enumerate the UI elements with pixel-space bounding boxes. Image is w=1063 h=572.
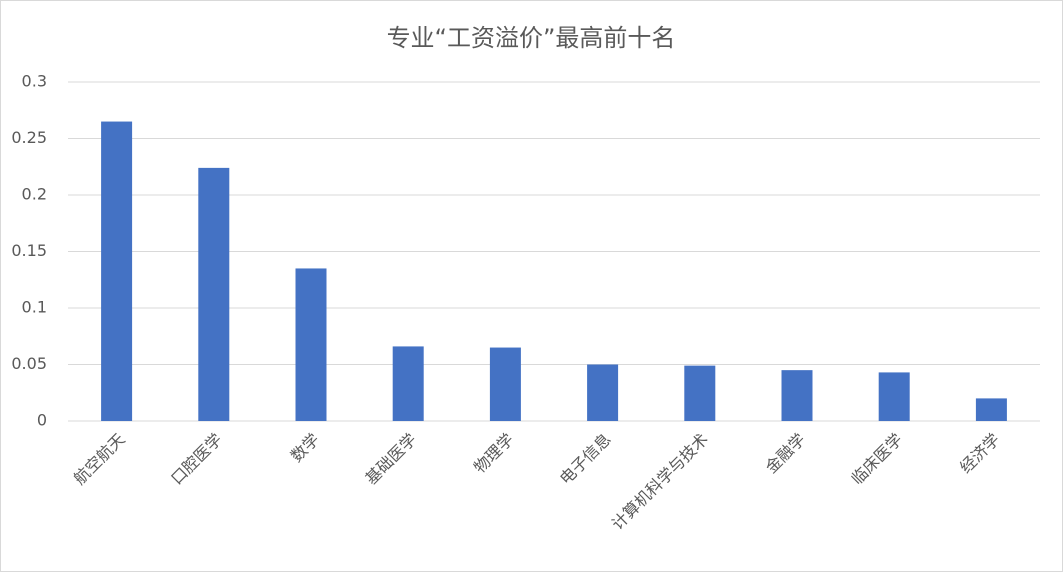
bar bbox=[392, 346, 424, 421]
bar bbox=[878, 372, 910, 421]
bar bbox=[295, 268, 327, 421]
bar bbox=[684, 365, 716, 421]
y-tick-label: 0.15 bbox=[11, 241, 47, 260]
bar bbox=[975, 398, 1007, 421]
y-tick-label: 0.1 bbox=[22, 298, 47, 317]
bar bbox=[489, 347, 521, 421]
bar bbox=[198, 167, 230, 421]
y-tick-label: 0.25 bbox=[11, 128, 47, 147]
y-tick-label: 0 bbox=[37, 411, 47, 430]
chart-title: 专业“工资溢价”最高前十名 bbox=[387, 24, 676, 52]
bar bbox=[587, 364, 619, 421]
y-tick-label: 0.2 bbox=[22, 185, 47, 204]
y-tick-label: 0.05 bbox=[11, 354, 47, 373]
bar bbox=[781, 370, 813, 421]
bar bbox=[101, 121, 133, 422]
y-tick-label: 0.3 bbox=[22, 72, 47, 91]
